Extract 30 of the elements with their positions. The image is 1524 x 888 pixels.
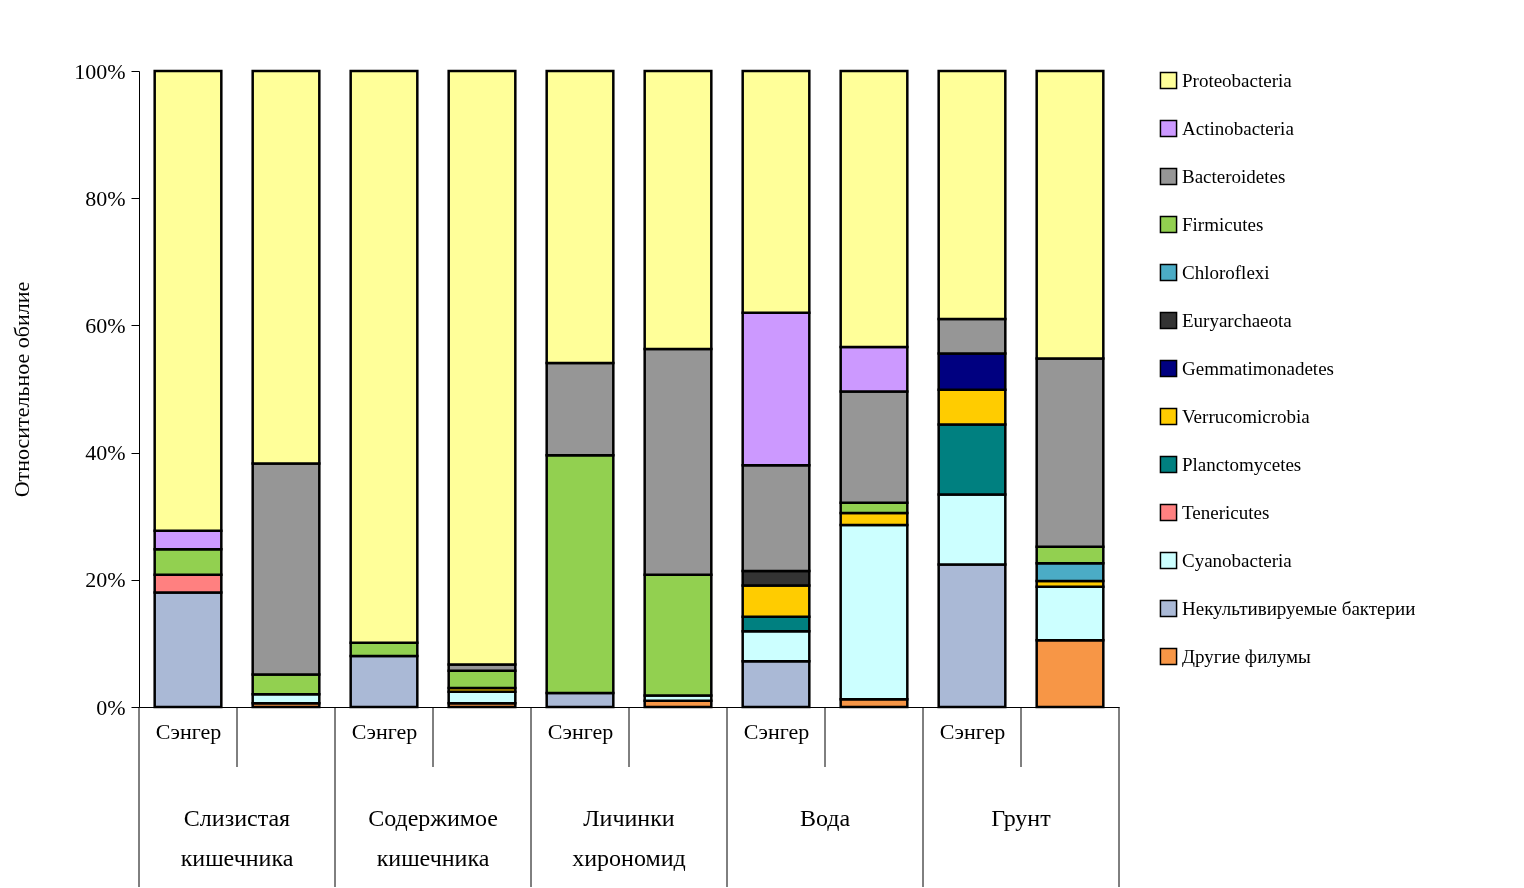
text: Содержимое кишечника [368, 805, 498, 871]
legend-label: Bacteroidetes [1182, 165, 1286, 187]
y-tick-label: 40% [85, 440, 126, 466]
legend-label: Proteobacteria [1182, 69, 1293, 91]
legend-label: Verrucomicrobia [1182, 405, 1311, 427]
text: Слизистая кишечника [180, 805, 294, 871]
text: Личинки хирономид [572, 805, 686, 871]
y-tick-label: 60% [85, 312, 126, 338]
y-axis-title: Относительное обилие [9, 281, 35, 498]
legend-label: Actinobacteria [1182, 117, 1295, 139]
x-tick-label: Сэнгер [155, 718, 222, 744]
x-tick-label: Сэнгер [939, 718, 1006, 744]
text: Вода [799, 805, 851, 831]
y-tick-label: 0% [96, 694, 126, 720]
legend-label: Gemmatimonadetes [1182, 357, 1334, 379]
legend-label: Chloroflexi [1182, 261, 1270, 283]
legend-label: Cyanobacteria [1182, 549, 1293, 571]
y-tick-label: 100% [74, 58, 126, 84]
y-tick-label: 20% [85, 567, 126, 593]
x-tick-label: Сэнгер [351, 718, 418, 744]
legend-label: Другие филумы [1182, 645, 1312, 667]
legend-label: Planctomycetes [1182, 453, 1302, 475]
legend-label: Euryarchaeota [1182, 309, 1293, 331]
legend-label: Некультивируемые бактерии [1182, 597, 1416, 619]
x-tick-label: Сэнгер [547, 718, 614, 744]
text: Грунт [991, 805, 1052, 831]
legend-label: Tenericutes [1182, 501, 1270, 523]
y-tick-label: 80% [85, 185, 126, 211]
legend-label: Firmicutes [1182, 213, 1264, 235]
x-tick-label: Сэнгер [743, 718, 810, 744]
